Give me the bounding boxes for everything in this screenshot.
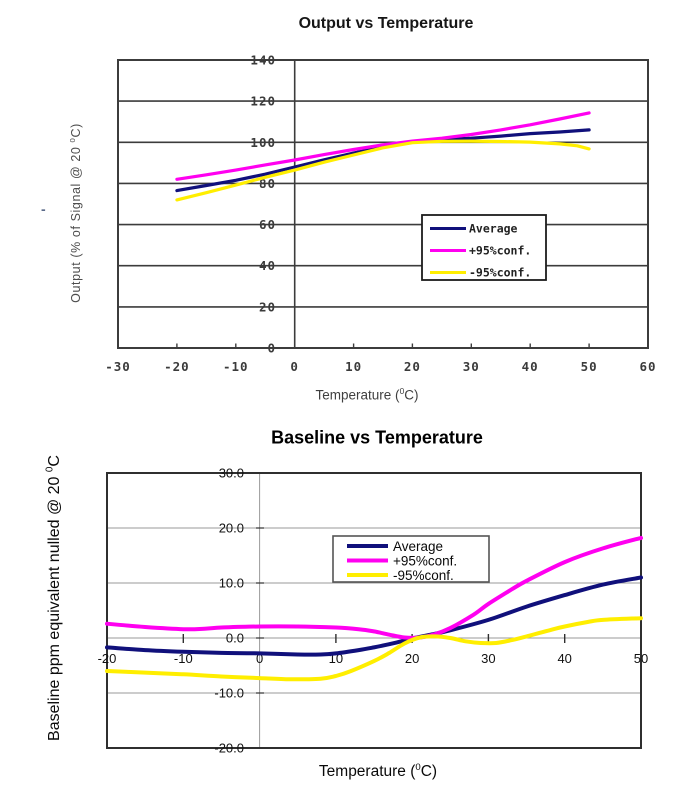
y-tick-label: 60: [259, 217, 276, 232]
degree-superscript: 0: [415, 761, 421, 773]
x-tick-label: -20: [164, 359, 190, 374]
y-tick-label: 40: [259, 258, 276, 273]
baseline-x-axis-label-unit: C): [420, 763, 438, 780]
legend-label: +95%conf.: [393, 553, 457, 568]
x-tick-label: 10: [345, 359, 362, 374]
x-tick-label: 60: [639, 359, 656, 374]
scan-artifact-dash: -: [41, 201, 46, 217]
output-chart-title: Output vs Temperature: [298, 15, 474, 32]
x-tick-label: 30: [481, 651, 495, 666]
y-tick-label: -10.0: [214, 686, 244, 701]
series-line-95conf: [175, 139, 591, 202]
plot-frame: [106, 472, 642, 749]
baseline-x-axis-label: Temperature (0C): [319, 763, 437, 781]
output-x-axis-label-unit: C): [404, 387, 419, 403]
x-tick-label: -20: [98, 651, 117, 666]
legend-label: -95%conf.: [469, 266, 531, 280]
x-tick-label: 50: [634, 651, 648, 666]
baseline-chart-title: Baseline vs Temperature: [271, 427, 483, 448]
legend-label: -95%conf.: [393, 568, 454, 583]
legend-label: Average: [469, 222, 518, 236]
x-tick-label: 30: [463, 359, 480, 374]
plot-frame: [117, 59, 649, 349]
legend-label: Average: [393, 539, 443, 554]
y-tick-label: 30.0: [219, 466, 244, 481]
y-tick-label: -20.0: [214, 741, 244, 756]
y-tick-label: 0: [267, 341, 276, 356]
series-line-average: [175, 128, 591, 193]
x-tick-label: 0: [256, 651, 263, 666]
x-tick-label: 0: [290, 359, 299, 374]
y-tick-label: 0.0: [226, 631, 244, 646]
x-tick-label: 50: [581, 359, 598, 374]
y-tick-label: 10.0: [219, 576, 244, 591]
output-x-axis-label: Temperature (0C): [315, 386, 419, 403]
x-tick-label: -10: [174, 651, 193, 666]
y-tick-label: 20.0: [219, 521, 244, 536]
x-tick-label: -30: [105, 359, 131, 374]
output-x-axis-label-text: Temperature (: [315, 387, 400, 403]
legend-label: +95%conf.: [469, 244, 531, 258]
y-tick-label: 80: [259, 176, 276, 191]
y-tick-label: 120: [250, 94, 276, 109]
output-plot: 0 20 40 60 80 100 120 140 -30 -20 -10 0 10 20 30 40 50 60…: [105, 53, 656, 375]
series-line-95conf: [175, 111, 591, 181]
x-tick-label: 20: [405, 651, 419, 666]
x-tick-label: 40: [557, 651, 571, 666]
y-tick-label: 20: [259, 299, 276, 314]
x-tick-label: -10: [223, 359, 249, 374]
series-line-average: [105, 575, 643, 657]
legend-box: [421, 214, 547, 281]
y-tick-label: 100: [250, 135, 276, 150]
baseline-x-axis-label-text: Temperature (: [318, 763, 416, 780]
baseline-plot: 30.020.010.00.0-10.0-20.0-20 -10 0 10 20 30 40…: [98, 466, 649, 756]
y-tick-label: 140: [250, 53, 276, 68]
x-tick-label: 40: [522, 359, 539, 374]
series-line-95conf: [105, 535, 643, 640]
series-line-95conf: [105, 616, 643, 682]
x-tick-label: 20: [404, 359, 421, 374]
degree-superscript: 0: [399, 386, 405, 396]
